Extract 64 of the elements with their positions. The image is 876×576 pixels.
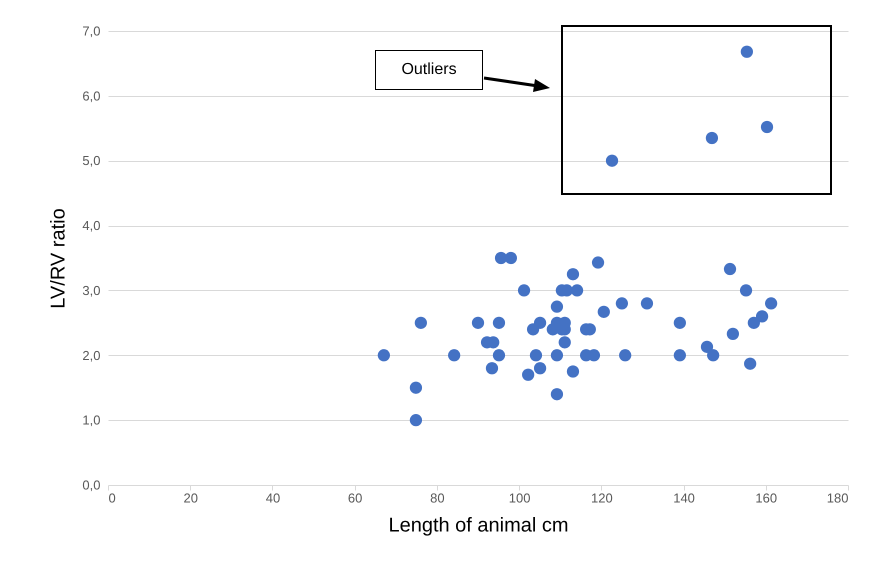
x-tick-label: 0 — [108, 490, 116, 506]
y-tick-label: 5,0 — [82, 153, 100, 168]
point — [492, 316, 506, 329]
point — [410, 414, 422, 426]
point — [534, 316, 546, 329]
point — [765, 297, 778, 310]
point — [598, 306, 610, 318]
x-tick-label: 60 — [348, 490, 362, 506]
point — [726, 328, 740, 340]
point — [566, 365, 580, 378]
point — [674, 316, 686, 329]
point — [486, 362, 498, 374]
point — [740, 284, 752, 297]
x-tick-label: 20 — [183, 490, 198, 506]
x-tick-label: 100 — [508, 490, 530, 506]
y-tick-label: 4,0 — [82, 218, 100, 234]
x-tick-label: 40 — [266, 490, 280, 506]
point — [570, 284, 584, 297]
point — [414, 316, 427, 329]
x-tick-label: 180 — [826, 490, 848, 506]
point — [550, 300, 564, 313]
y-tick-label: 3,0 — [82, 282, 100, 298]
point — [700, 340, 714, 353]
x-tick-label: 140 — [673, 490, 695, 506]
x-axis-title: Length of animal cm — [388, 514, 569, 536]
point — [756, 310, 768, 322]
point — [534, 362, 546, 374]
point — [530, 349, 542, 362]
y-tick-label: 1,0 — [82, 412, 100, 428]
point — [550, 349, 564, 362]
point — [724, 262, 736, 276]
point — [448, 349, 460, 362]
point — [566, 268, 580, 280]
x-tick-label: 160 — [755, 490, 778, 506]
point — [707, 349, 720, 362]
point — [706, 132, 718, 144]
point — [744, 358, 756, 370]
point — [550, 388, 564, 400]
point — [378, 349, 390, 362]
point — [410, 382, 422, 394]
point — [740, 46, 753, 58]
point — [472, 316, 484, 329]
x-tick-label: 80 — [430, 490, 445, 506]
x-tick-label: 120 — [590, 490, 613, 506]
y-tick-label: 7,0 — [82, 24, 100, 38]
point — [522, 368, 534, 381]
point — [748, 316, 760, 329]
y-tick-label: 0,0 — [82, 478, 100, 492]
point — [760, 120, 774, 134]
point — [592, 256, 604, 269]
point — [518, 284, 530, 297]
point — [640, 297, 654, 310]
point — [606, 154, 618, 167]
y-axis-title: LV/RV ratio — [47, 208, 70, 309]
point — [504, 252, 518, 264]
callout-box: Outliers — [375, 50, 483, 90]
y-tick-label: 2,0 — [82, 348, 100, 363]
point — [616, 297, 628, 310]
point — [674, 349, 686, 362]
point — [492, 349, 506, 362]
point — [619, 349, 632, 362]
point — [494, 252, 508, 264]
point — [558, 336, 571, 348]
y-tick-label: 6,0 — [82, 88, 100, 104]
